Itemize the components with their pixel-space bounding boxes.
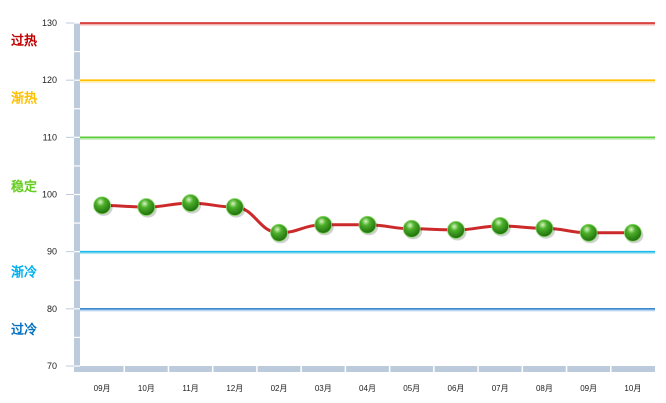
data-point xyxy=(314,215,333,234)
y-tick-label: 120 xyxy=(42,75,57,85)
data-point xyxy=(358,215,377,234)
data-point xyxy=(623,223,642,242)
x-tick-label: 10月 xyxy=(138,384,155,393)
zone-label: 渐热 xyxy=(11,90,37,106)
x-tick-label: 11月 xyxy=(182,384,198,393)
x-tick-label: 04月 xyxy=(359,384,376,393)
data-point xyxy=(535,219,554,238)
x-tick-label: 05月 xyxy=(403,384,420,393)
data-point xyxy=(270,223,288,242)
x-tick-label: 12月 xyxy=(226,384,243,393)
zone-label: 渐冷 xyxy=(11,265,37,281)
zone-label: 过热 xyxy=(11,33,37,49)
x-tick-label: 03月 xyxy=(315,384,332,393)
data-point xyxy=(225,198,244,216)
zone-label: 稳定 xyxy=(11,179,37,195)
y-tick-label: 90 xyxy=(47,247,57,257)
data-point xyxy=(491,217,510,235)
x-tick-label: 08月 xyxy=(536,384,553,393)
y-axis-bar xyxy=(74,23,80,372)
data-point xyxy=(447,221,465,239)
x-tick-label: 02月 xyxy=(271,384,288,393)
y-tick-label: 80 xyxy=(47,304,57,314)
x-tick-label: 06月 xyxy=(448,384,465,393)
y-tick-label: 110 xyxy=(43,132,57,142)
y-tick-label: 130 xyxy=(42,18,57,28)
x-tick-label: 10月 xyxy=(624,384,641,393)
data-point xyxy=(181,194,200,212)
data-point xyxy=(137,198,156,216)
data-point xyxy=(579,223,598,242)
x-tick-label: 09月 xyxy=(580,384,597,393)
y-tick-label: 70 xyxy=(47,361,57,371)
x-axis-bar xyxy=(74,366,655,372)
x-tick-label: 09月 xyxy=(94,384,111,393)
data-point xyxy=(93,196,112,215)
zone-label: 过冷 xyxy=(11,322,37,338)
x-tick-label: 07月 xyxy=(492,384,509,393)
data-point xyxy=(402,219,421,238)
y-tick-label: 100 xyxy=(42,190,57,200)
